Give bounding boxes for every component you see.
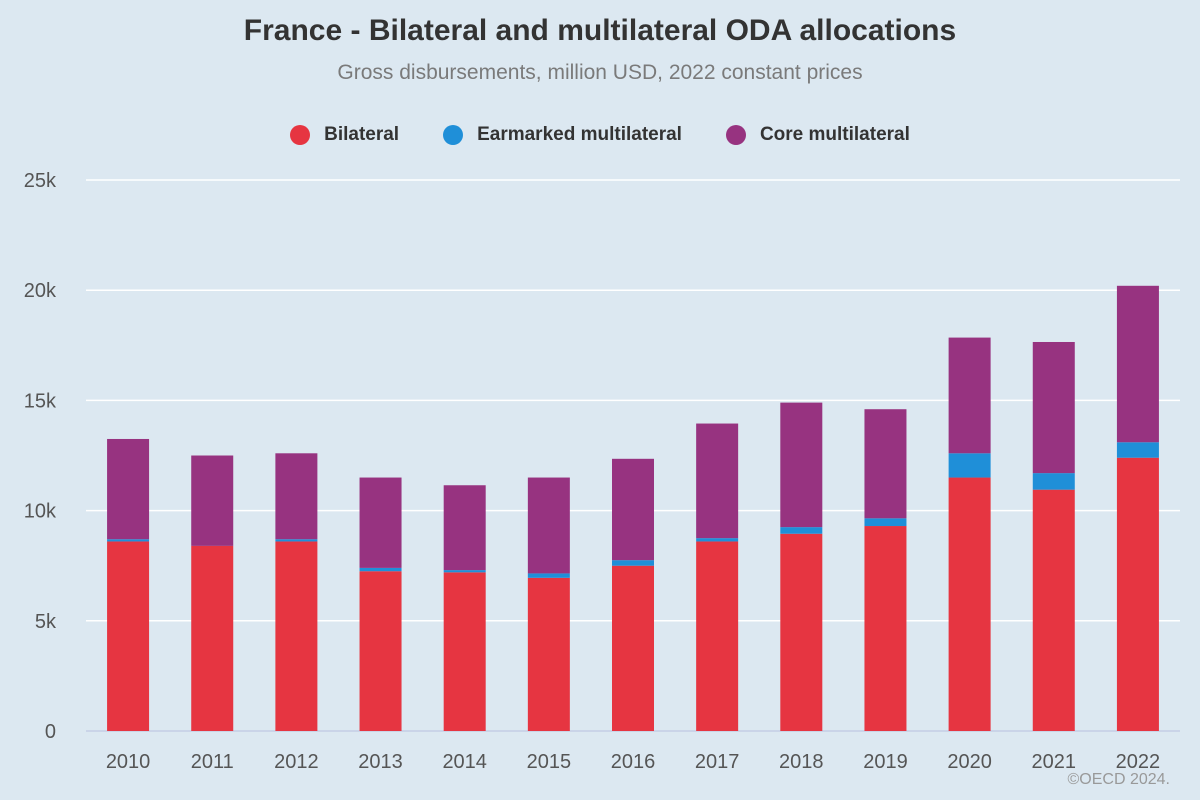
x-tick-label: 2010	[106, 751, 151, 773]
x-tick-label: 2019	[863, 751, 908, 773]
chart-subtitle: Gross disbursements, million USD, 2022 c…	[337, 61, 863, 84]
legend-item-bilateral[interactable]: Bilateral	[290, 124, 399, 146]
y-tick-label: 25k	[24, 170, 57, 192]
bar-earmarked-multilateral-2014[interactable]	[443, 570, 486, 573]
bar-bilateral-2017[interactable]	[696, 541, 739, 731]
bar-core-multilateral-2019[interactable]	[864, 409, 907, 519]
bar-bilateral-2016[interactable]	[612, 565, 654, 731]
copyright-credit: ©OECD 2024.	[1067, 771, 1171, 788]
legend-label-core-multilateral: Core multilateral	[759, 124, 910, 145]
bar-core-multilateral-2017[interactable]	[696, 423, 739, 539]
bar-earmarked-multilateral-2013[interactable]	[359, 567, 402, 572]
x-tick-label: 2022	[1116, 751, 1161, 773]
bar-earmarked-multilateral-2012[interactable]	[275, 539, 318, 542]
bar-bilateral-2022[interactable]	[1116, 457, 1159, 731]
legend-label-earmarked-multilateral: Earmarked multilateral	[477, 124, 682, 145]
bar-earmarked-multilateral-2015[interactable]	[527, 573, 570, 578]
bar-core-multilateral-2013[interactable]	[359, 477, 402, 568]
bar-core-multilateral-2011[interactable]	[191, 455, 234, 546]
bar-earmarked-multilateral-2017[interactable]	[696, 538, 739, 542]
bar-earmarked-multilateral-2022[interactable]	[1116, 442, 1159, 458]
y-tick-label: 0	[45, 721, 56, 743]
bar-earmarked-multilateral-2020[interactable]	[948, 453, 991, 478]
bar-bilateral-2019[interactable]	[864, 526, 907, 731]
bar-bilateral-2010[interactable]	[107, 541, 150, 731]
y-tick-label: 15k	[24, 390, 57, 412]
legend-item-core-multilateral[interactable]: Core multilateral	[725, 124, 910, 146]
y-tick-label: 20k	[24, 280, 57, 302]
x-tick-label: 2015	[527, 751, 572, 773]
bar-bilateral-2015[interactable]	[527, 577, 570, 731]
bar-core-multilateral-2021[interactable]	[1032, 341, 1075, 474]
x-tick-label: 2011	[191, 751, 234, 773]
bar-bilateral-2020[interactable]	[948, 477, 991, 731]
bar-earmarked-multilateral-2021[interactable]	[1032, 473, 1075, 490]
bar-core-multilateral-2018[interactable]	[780, 402, 823, 528]
bar-bilateral-2014[interactable]	[443, 572, 486, 731]
bar-core-multilateral-2010[interactable]	[107, 438, 150, 540]
legend-marker-core-multilateral	[725, 125, 746, 145]
bar-core-multilateral-2015[interactable]	[527, 477, 570, 574]
bar-core-multilateral-2014[interactable]	[443, 485, 486, 571]
x-tick-label: 2020	[947, 751, 992, 773]
bar-bilateral-2021[interactable]	[1032, 489, 1075, 731]
legend-marker-bilateral	[290, 125, 311, 145]
x-tick-label: 2013	[358, 751, 403, 773]
y-tick-label: 5k	[35, 611, 57, 633]
x-tick-label: 2014	[442, 751, 487, 773]
bar-bilateral-2013[interactable]	[359, 571, 402, 731]
x-tick-label: 2021	[1032, 751, 1077, 773]
bar-core-multilateral-2022[interactable]	[1116, 285, 1159, 443]
x-tick-label: 2012	[274, 751, 319, 773]
bar-bilateral-2012[interactable]	[275, 541, 318, 731]
legend: Bilateral Earmarked multilateral Core mu…	[0, 124, 1200, 146]
bar-core-multilateral-2020[interactable]	[948, 337, 991, 454]
bar-earmarked-multilateral-2018[interactable]	[780, 527, 823, 534]
x-tick-label: 2018	[779, 751, 824, 773]
legend-item-earmarked-multilateral[interactable]: Earmarked multilateral	[443, 124, 682, 146]
y-tick-label: 10k	[24, 501, 57, 523]
bar-bilateral-2011[interactable]	[191, 545, 234, 731]
bar-earmarked-multilateral-2016[interactable]	[612, 560, 654, 566]
bar-earmarked-multilateral-2010[interactable]	[107, 539, 150, 542]
legend-label-bilateral: Bilateral	[324, 124, 400, 145]
legend-marker-earmarked-multilateral	[443, 125, 464, 145]
chart-title: France - Bilateral and multilateral ODA …	[243, 14, 957, 47]
bar-core-multilateral-2016[interactable]	[612, 458, 654, 561]
bar-earmarked-multilateral-2019[interactable]	[864, 518, 907, 527]
bar-bilateral-2018[interactable]	[780, 533, 823, 731]
x-tick-label: 2017	[695, 751, 740, 773]
x-tick-label: 2016	[611, 751, 656, 773]
bar-core-multilateral-2012[interactable]	[275, 453, 318, 540]
